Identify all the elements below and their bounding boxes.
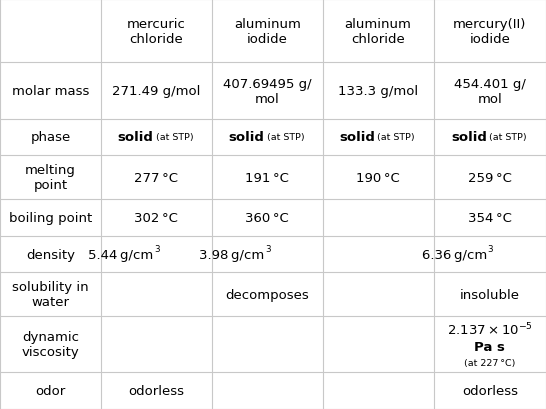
Text: solid: solid bbox=[229, 131, 264, 144]
Text: 5.44 g/cm: 5.44 g/cm bbox=[88, 248, 154, 261]
Text: 360 °C: 360 °C bbox=[245, 211, 289, 225]
Text: phase: phase bbox=[31, 131, 70, 144]
Text: mercuric
chloride: mercuric chloride bbox=[127, 18, 186, 46]
Text: odorless: odorless bbox=[462, 384, 518, 397]
Text: solid: solid bbox=[340, 131, 376, 144]
Text: 3: 3 bbox=[154, 245, 160, 254]
Text: molar mass: molar mass bbox=[12, 85, 89, 98]
Text: 271.49 g/mol: 271.49 g/mol bbox=[112, 85, 200, 98]
Text: 3.98 g/cm: 3.98 g/cm bbox=[199, 248, 264, 261]
Text: odor: odor bbox=[35, 384, 66, 397]
Text: 277 °C: 277 °C bbox=[134, 171, 179, 184]
Text: density: density bbox=[26, 248, 75, 261]
Text: insoluble: insoluble bbox=[460, 288, 520, 301]
Text: mercury(II)
iodide: mercury(II) iodide bbox=[453, 18, 526, 46]
Text: $2.137\times10^{-5}$: $2.137\times10^{-5}$ bbox=[447, 321, 533, 338]
Text: dynamic
viscosity: dynamic viscosity bbox=[22, 330, 79, 358]
Text: melting
point: melting point bbox=[25, 164, 76, 192]
Text: 133.3 g/mol: 133.3 g/mol bbox=[338, 85, 418, 98]
Text: solid: solid bbox=[451, 131, 487, 144]
Text: 454.401 g/
mol: 454.401 g/ mol bbox=[454, 77, 526, 105]
Text: Pa s: Pa s bbox=[474, 341, 505, 353]
Text: (at 227 °C): (at 227 °C) bbox=[464, 358, 515, 367]
Text: 259 °C: 259 °C bbox=[468, 171, 512, 184]
Text: (at STP): (at STP) bbox=[488, 133, 527, 142]
Text: boiling point: boiling point bbox=[9, 211, 92, 225]
Text: aluminum
chloride: aluminum chloride bbox=[345, 18, 412, 46]
Text: decomposes: decomposes bbox=[225, 288, 309, 301]
Text: 191 °C: 191 °C bbox=[245, 171, 289, 184]
Text: solid: solid bbox=[118, 131, 154, 144]
Text: 354 °C: 354 °C bbox=[468, 211, 512, 225]
Text: 3: 3 bbox=[265, 245, 271, 254]
Text: (at STP): (at STP) bbox=[155, 133, 193, 142]
Text: 302 °C: 302 °C bbox=[134, 211, 179, 225]
Text: 407.69495 g/
mol: 407.69495 g/ mol bbox=[223, 77, 312, 105]
Text: odorless: odorless bbox=[128, 384, 185, 397]
Text: aluminum
iodide: aluminum iodide bbox=[234, 18, 301, 46]
Text: 6.36 g/cm: 6.36 g/cm bbox=[422, 248, 487, 261]
Text: 3: 3 bbox=[488, 245, 493, 254]
Text: (at STP): (at STP) bbox=[266, 133, 304, 142]
Text: 190 °C: 190 °C bbox=[356, 171, 400, 184]
Text: solubility in
water: solubility in water bbox=[12, 281, 89, 308]
Text: (at STP): (at STP) bbox=[377, 133, 415, 142]
